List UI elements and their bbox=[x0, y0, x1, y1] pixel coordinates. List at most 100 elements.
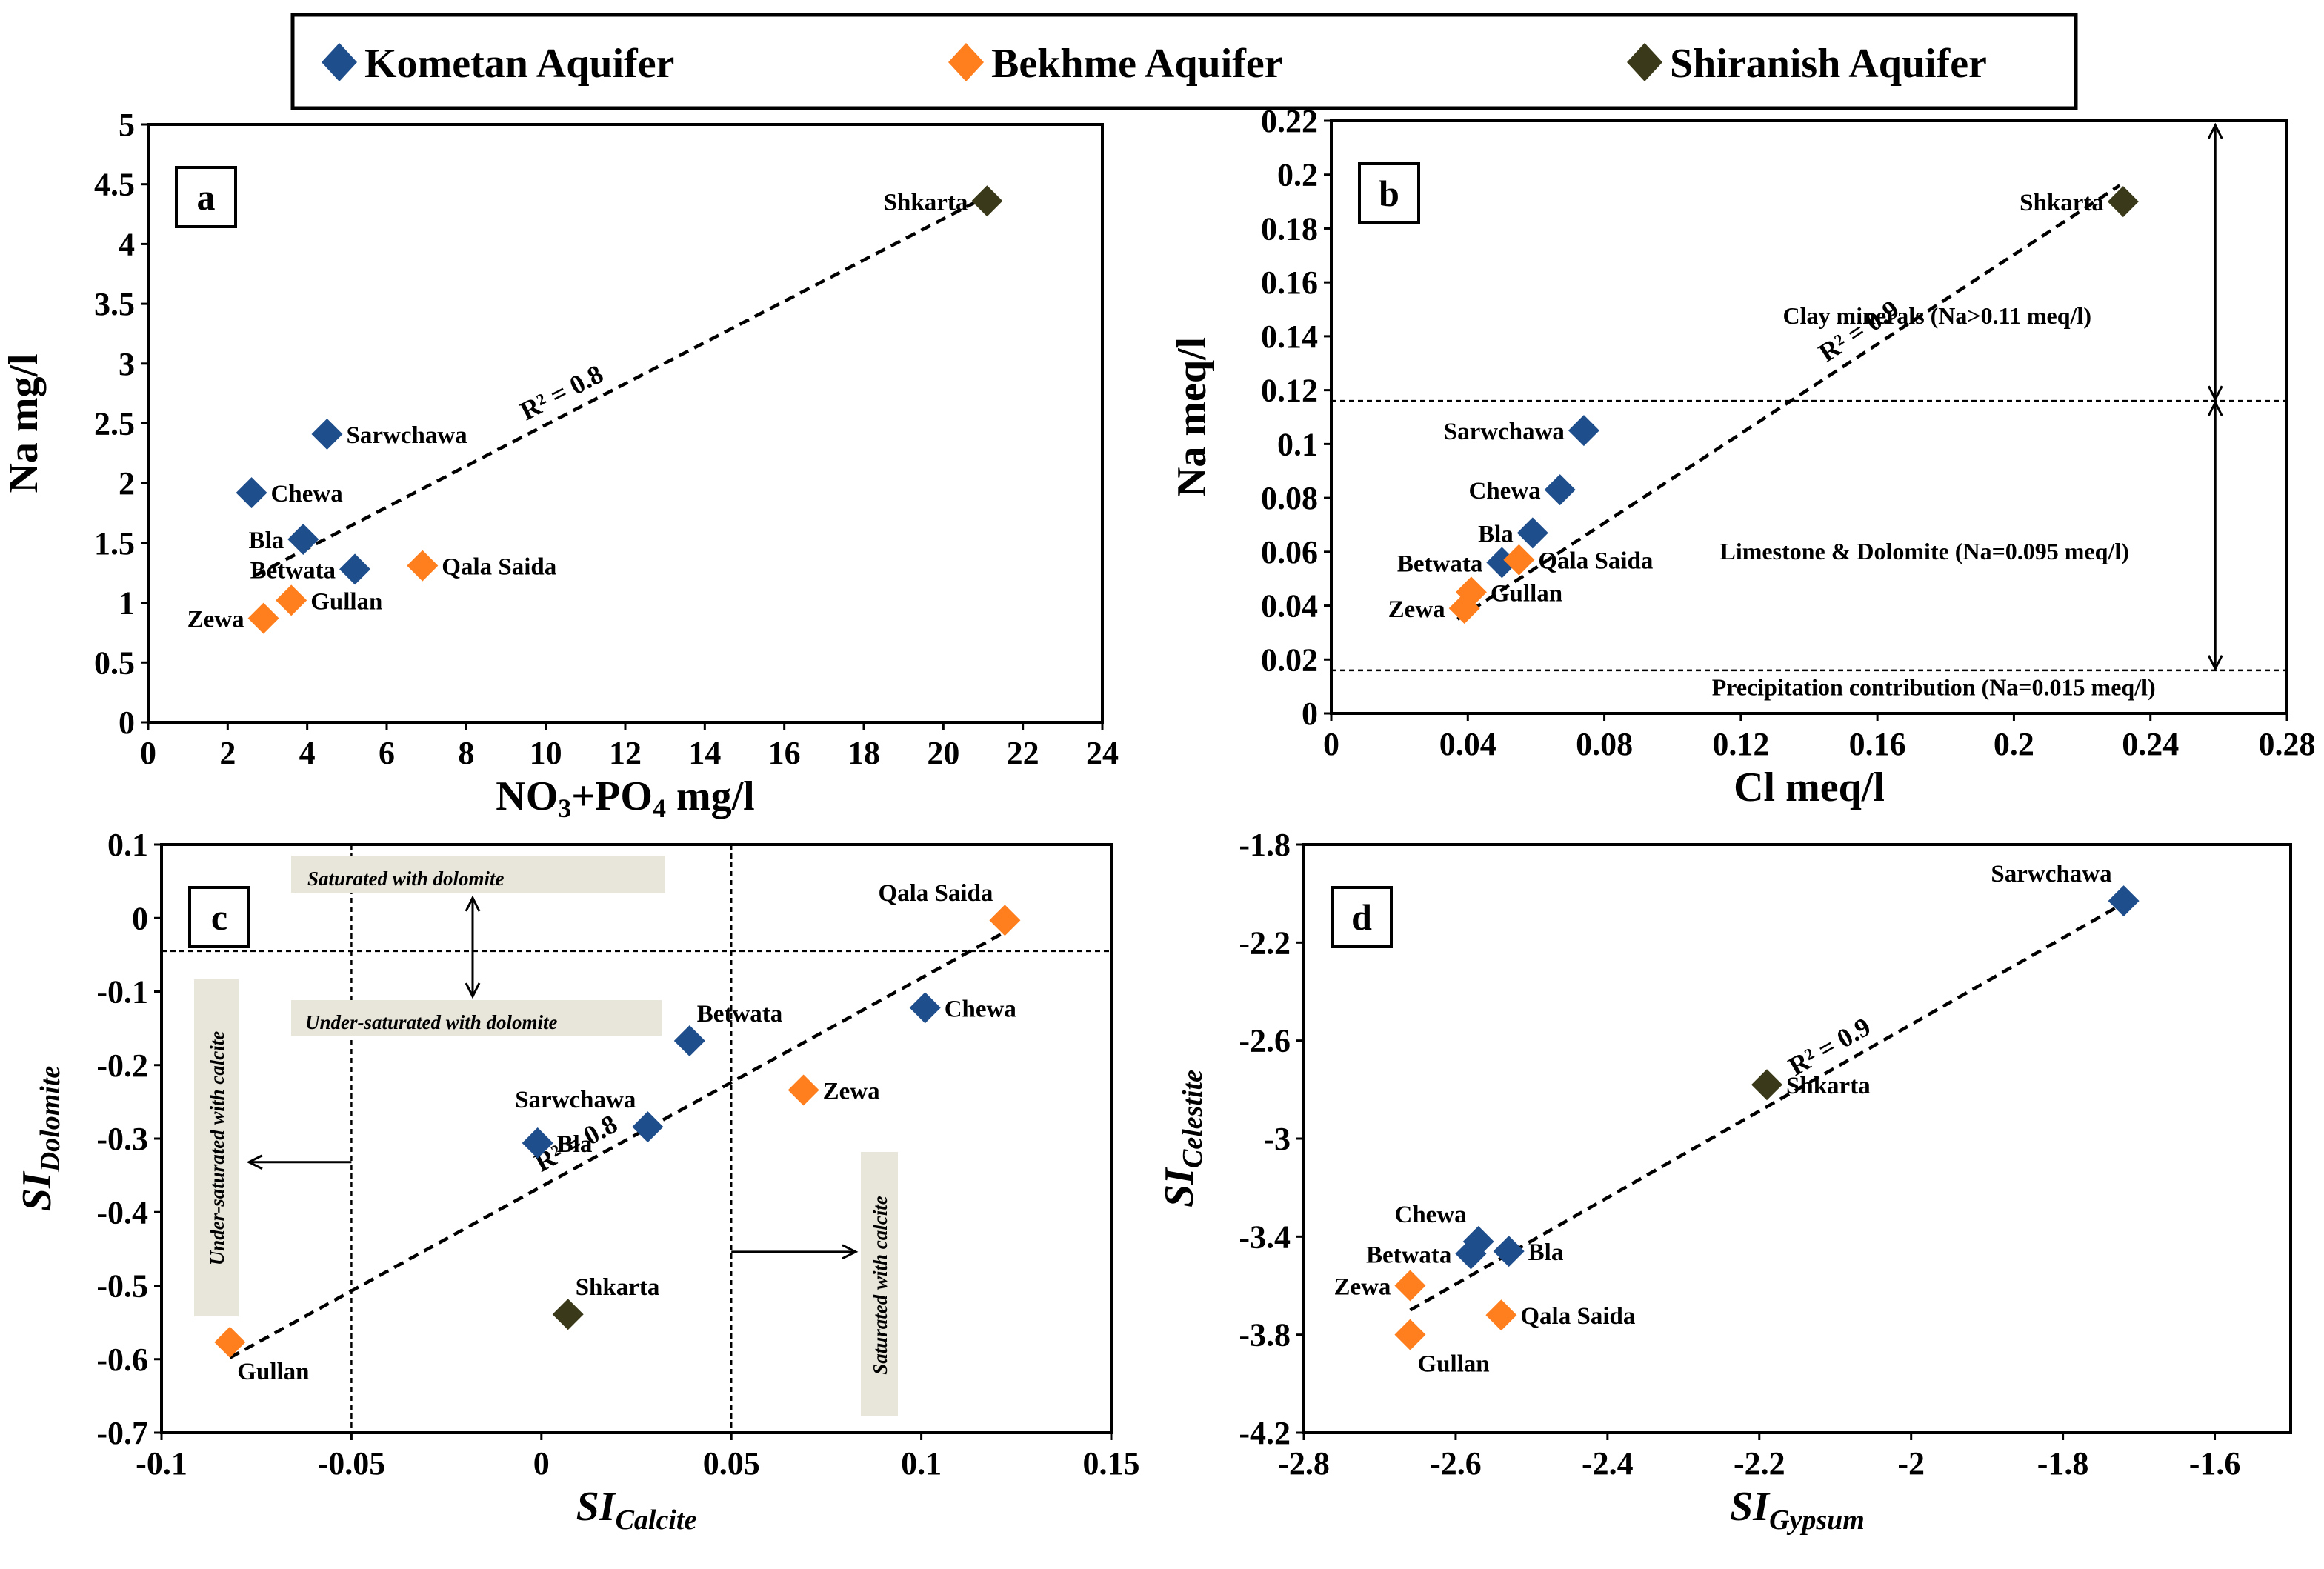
panel-letter: a bbox=[197, 176, 216, 218]
y-axis-label: SICelestite bbox=[1156, 1070, 1208, 1207]
y-tick-label: 0.02 bbox=[1261, 642, 1318, 678]
x-axis-label: Cl meq/l bbox=[1734, 764, 1885, 810]
clay-range-arrow-head-top bbox=[2207, 122, 2223, 139]
data-point bbox=[214, 1326, 246, 1358]
x-tick-label: 0 bbox=[1323, 726, 1339, 762]
data-point-label: Qala Saida bbox=[1520, 1303, 1635, 1330]
legend-label-shiranish: Shiranish Aquifer bbox=[1670, 41, 1987, 87]
data-point-label: Zewa bbox=[187, 607, 244, 633]
y-tick-label: 1.5 bbox=[94, 525, 135, 562]
panel-letter-box bbox=[1331, 886, 1393, 948]
data-point bbox=[971, 185, 1003, 217]
data-point-label: Betwata bbox=[250, 557, 336, 584]
data-point bbox=[1751, 1069, 1783, 1101]
data-point-label: Sarwchawa bbox=[347, 422, 467, 449]
x-tick-label: 6 bbox=[379, 735, 395, 771]
x-tick-label: 0.04 bbox=[1439, 726, 1496, 762]
x-tick-label: -2 bbox=[1897, 1445, 1925, 1482]
legend-marker-kometan bbox=[322, 43, 357, 81]
plot-frame-d bbox=[1302, 843, 2292, 1434]
annotation-undersaturated-calcite: Under-saturated with calcite bbox=[206, 1031, 228, 1266]
x-tick-label: 0.1 bbox=[901, 1445, 942, 1482]
x-tick-label: 20 bbox=[927, 735, 959, 771]
limestone-range-arrow-head-top bbox=[2207, 399, 2223, 416]
x-tick-label: 8 bbox=[458, 735, 474, 771]
trend-line bbox=[254, 194, 988, 577]
data-point-label: Gullan bbox=[1491, 580, 1562, 607]
calcite-sat-arrow-head bbox=[842, 1244, 859, 1260]
y-tick-label: -0.6 bbox=[96, 1342, 148, 1378]
limestone-range-arrow-head-bottom bbox=[2207, 655, 2223, 672]
data-point bbox=[632, 1111, 664, 1143]
y-tick-label: -1.8 bbox=[1239, 827, 1291, 863]
data-point bbox=[1568, 415, 1599, 447]
y-tick-label: -4.2 bbox=[1239, 1415, 1291, 1451]
annotation-box bbox=[861, 1152, 898, 1416]
x-tick-label: -0.1 bbox=[136, 1445, 187, 1482]
data-point-label: Sarwchawa bbox=[515, 1087, 636, 1113]
panel-letter-box bbox=[1358, 162, 1420, 224]
y-tick-label: 0.5 bbox=[94, 644, 135, 681]
x-tick-label: 0 bbox=[140, 735, 156, 771]
x-tick-label: 0.15 bbox=[1083, 1445, 1140, 1482]
x-tick-label: 12 bbox=[609, 735, 642, 771]
x-tick-label: 24 bbox=[1086, 735, 1119, 771]
data-point bbox=[1448, 593, 1480, 624]
y-tick-label: 0 bbox=[119, 704, 135, 741]
y-tick-label: 0.04 bbox=[1261, 588, 1318, 624]
data-point bbox=[788, 1074, 819, 1106]
data-point-label: Sarwchawa bbox=[1444, 419, 1565, 445]
y-tick-label: -3.8 bbox=[1239, 1317, 1291, 1353]
data-point-label: Zewa bbox=[1388, 596, 1445, 623]
y-tick-label: 0.06 bbox=[1261, 534, 1318, 570]
data-point-label: Zewa bbox=[1334, 1274, 1391, 1301]
y-tick-label: -2.2 bbox=[1239, 925, 1291, 961]
legend-marker-shiranish bbox=[1627, 43, 1662, 81]
trend-line bbox=[1456, 184, 2121, 621]
panel-letter: c bbox=[211, 896, 227, 938]
data-point-label: Betwata bbox=[1366, 1242, 1451, 1268]
data-point bbox=[673, 1025, 705, 1056]
data-point-label: Gullan bbox=[310, 588, 382, 615]
x-axis-label: SIGypsum bbox=[1730, 1484, 1865, 1536]
data-point-label: Zewa bbox=[823, 1078, 880, 1105]
data-point bbox=[2108, 885, 2140, 917]
dolomite-arrow-head-top bbox=[465, 895, 481, 912]
trend-line bbox=[229, 933, 1002, 1359]
data-point-label: Gullan bbox=[1417, 1351, 1489, 1378]
annotation-limestone: Limestone & Dolomite (Na=0.095 meq/l) bbox=[1720, 538, 2129, 564]
data-point-label: Shkarta bbox=[2020, 190, 2104, 216]
data-point-label: Chewa bbox=[271, 481, 343, 507]
data-point-label: Gullan bbox=[237, 1359, 309, 1385]
data-point bbox=[989, 905, 1021, 936]
data-point bbox=[407, 550, 439, 582]
x-tick-label: 0.12 bbox=[1712, 726, 1769, 762]
x-tick-label: 14 bbox=[688, 735, 721, 771]
y-tick-label: 0.14 bbox=[1261, 319, 1318, 355]
y-tick-label: -0.7 bbox=[96, 1415, 148, 1451]
plot-frame-c bbox=[160, 843, 1113, 1434]
x-tick-label: -2.6 bbox=[1430, 1445, 1482, 1482]
data-point-label: Bla bbox=[557, 1131, 593, 1158]
legend-label-kometan: Kometan Aquifer bbox=[364, 41, 674, 87]
y-tick-label: 1 bbox=[119, 585, 135, 622]
panel-letter-box bbox=[188, 886, 250, 948]
panel-b: 0 0.04 0.08 0.12 0.16 0.2 0.24 0.28 0 0.02 0.04 0.0… bbox=[1169, 103, 2316, 810]
data-point bbox=[909, 992, 941, 1024]
clay-range-arrow-head-bottom bbox=[2207, 385, 2223, 402]
data-point bbox=[1485, 1299, 1517, 1331]
y-tick-label: 2 bbox=[119, 465, 135, 502]
x-tick-label: 10 bbox=[530, 735, 562, 771]
plot-frame-b bbox=[1330, 119, 2288, 715]
data-point bbox=[1544, 474, 1576, 506]
x-tick-label: 0 bbox=[533, 1445, 550, 1482]
y-tick-label: 0.16 bbox=[1261, 264, 1318, 301]
data-point-label: Qala Saida bbox=[1538, 548, 1653, 575]
panel-c: -0.1 -0.05 0 0.05 0.1 0.15 -0.7 -0.6 -0.5 -0.4 -0.… bbox=[14, 827, 1140, 1536]
data-point bbox=[522, 1127, 553, 1159]
y-tick-label: -0.4 bbox=[96, 1194, 148, 1230]
y-axis-label: Na mg/l bbox=[1, 353, 47, 493]
data-point bbox=[247, 602, 279, 634]
legend-item-kometan: Kometan Aquifer bbox=[322, 41, 674, 87]
data-point-label: Chewa bbox=[1394, 1202, 1466, 1228]
